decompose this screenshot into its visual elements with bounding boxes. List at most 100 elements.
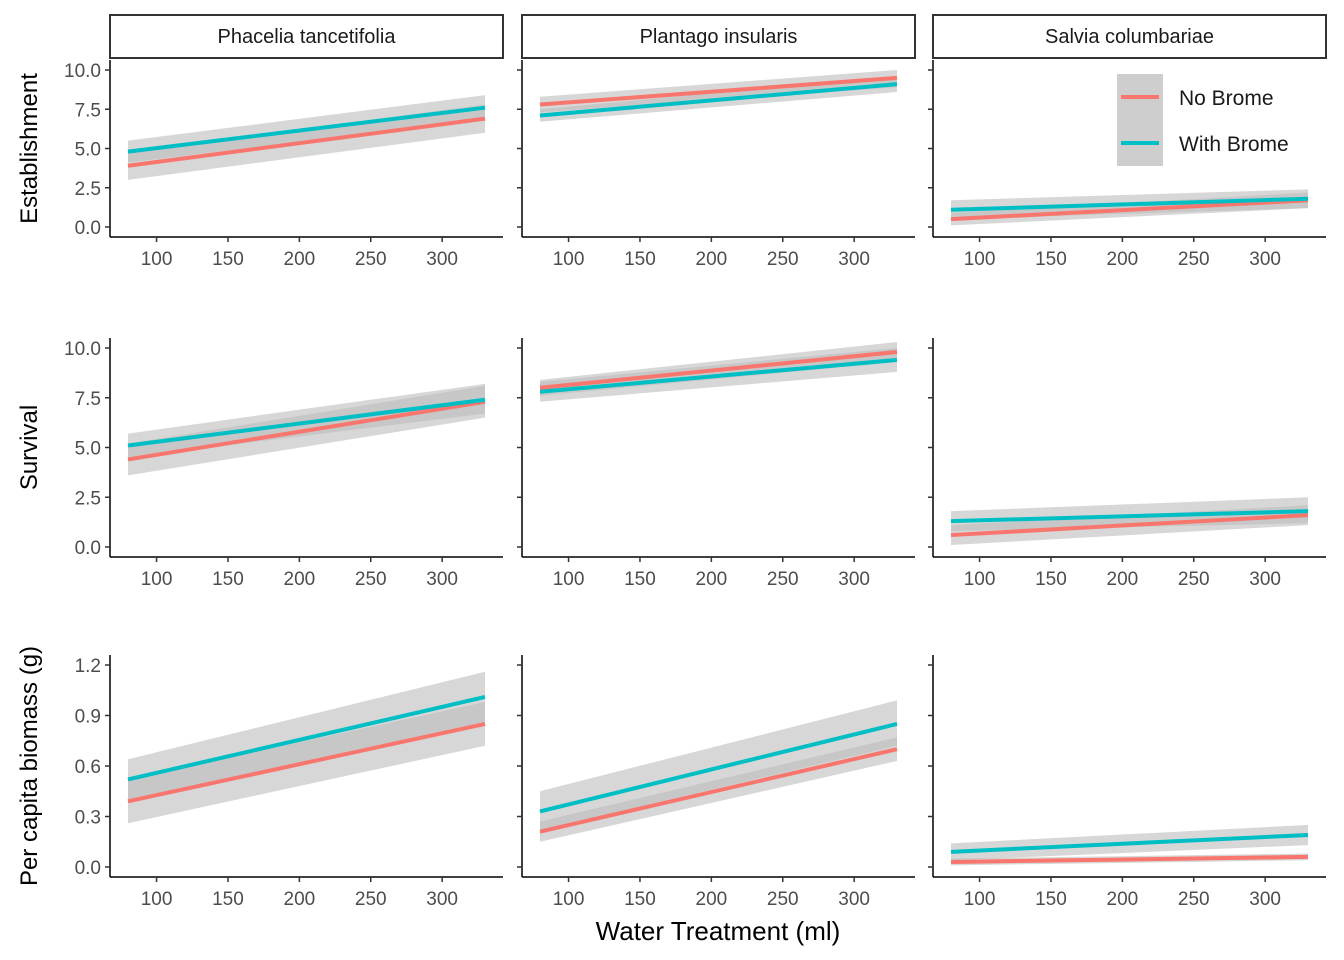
series-line xyxy=(127,721,486,804)
x-tick-label: 100 xyxy=(553,249,585,270)
facet-strip-label: Phacelia tancetifolia xyxy=(218,26,397,48)
facet-panel: 100 150 200 250 300 xyxy=(517,655,915,910)
series-line xyxy=(950,854,1309,864)
y-tick-label: 5.0 xyxy=(75,439,101,460)
x-tick-label: 150 xyxy=(1035,249,1067,270)
x-tick-label: 200 xyxy=(696,249,728,270)
x-tick-label: 300 xyxy=(426,569,458,590)
series-line xyxy=(127,116,486,168)
y-tick-label: 5.0 xyxy=(75,140,101,161)
x-tick-label: 300 xyxy=(838,569,870,590)
series-line xyxy=(950,198,1309,222)
facet-strip xyxy=(932,14,1327,59)
x-tick-label: 250 xyxy=(355,249,387,270)
x-tick-label: 150 xyxy=(212,249,244,270)
x-tick-label: 100 xyxy=(141,249,173,270)
x-tick-label: 200 xyxy=(284,889,316,910)
row-titles: Establishment Survival Per capita biomass … xyxy=(16,73,43,886)
x-tick-label: 100 xyxy=(141,569,173,590)
x-tick-label: 150 xyxy=(624,889,656,910)
y-tick-label: 7.5 xyxy=(75,389,101,410)
x-tick-label: 200 xyxy=(1107,889,1139,910)
facet-panel: 0.0 2.5 5.0 7.5 10.0 100 150 200 250 300 xyxy=(64,60,503,270)
x-tick-label: 300 xyxy=(1249,569,1281,590)
y-axis-title: Establishment xyxy=(16,73,43,224)
x-tick-label: 100 xyxy=(964,889,996,910)
legend-label: With Brome xyxy=(1179,133,1289,156)
x-tick-label: 300 xyxy=(1249,249,1281,270)
x-tick-label: 250 xyxy=(1178,249,1210,270)
facet-panel: 100 150 200 250 300 xyxy=(928,655,1326,910)
x-tick-label: 200 xyxy=(1107,249,1139,270)
x-tick-label: 150 xyxy=(1035,569,1067,590)
x-tick-label: 100 xyxy=(553,569,585,590)
facet-panel: 100 150 200 250 300 xyxy=(928,60,1326,270)
x-tick-label: 300 xyxy=(838,249,870,270)
y-axis-title: Per capita biomass (g) xyxy=(16,646,43,886)
facet-panel: 0.0 0.3 0.6 0.9 1.2 100 150 200 250 300 xyxy=(75,655,503,910)
x-tick-label: 150 xyxy=(212,569,244,590)
legend: No Brome With Brome xyxy=(1097,62,1316,178)
series-line xyxy=(539,721,898,814)
facet-strip xyxy=(109,14,504,59)
series-line xyxy=(539,747,898,834)
x-tick-label: 100 xyxy=(964,249,996,270)
confidence-band xyxy=(540,700,897,830)
facet-strip-label: Plantago insularis xyxy=(640,26,798,48)
series-line xyxy=(539,349,898,390)
x-tick-label: 250 xyxy=(767,889,799,910)
y-axis-title: Survival xyxy=(16,405,43,490)
y-tick-label: 0.3 xyxy=(75,808,101,829)
facet-panel: 100 150 200 250 300 xyxy=(928,338,1326,590)
x-tick-label: 300 xyxy=(426,249,458,270)
series-line xyxy=(127,397,486,448)
facet-strip-label: Salvia columbariae xyxy=(1045,26,1214,48)
y-tick-label: 0.0 xyxy=(75,858,101,879)
x-tick-label: 250 xyxy=(1178,569,1210,590)
facet-strips: Phacelia tancetifolia Plantago insularis S… xyxy=(109,14,1327,59)
x-tick-label: 250 xyxy=(767,569,799,590)
x-tick-label: 150 xyxy=(212,889,244,910)
series-line xyxy=(127,105,486,154)
x-tick-label: 150 xyxy=(1035,889,1067,910)
y-tick-label: 7.5 xyxy=(75,100,101,121)
series-line xyxy=(950,833,1309,854)
legend-label: No Brome xyxy=(1179,87,1274,110)
facet-panel: 100 150 200 250 300 xyxy=(517,60,915,270)
facet-strip xyxy=(521,14,916,59)
series-line xyxy=(127,399,486,462)
facet-panel: 0.0 2.5 5.0 7.5 10.0 100 150 200 250 300 xyxy=(64,338,503,590)
series-line xyxy=(539,82,898,118)
y-tick-label: 0.9 xyxy=(75,707,101,728)
x-tick-label: 250 xyxy=(767,249,799,270)
x-tick-label: 200 xyxy=(284,569,316,590)
x-tick-label: 200 xyxy=(696,889,728,910)
x-tick-label: 150 xyxy=(624,569,656,590)
x-tick-label: 200 xyxy=(696,569,728,590)
x-tick-label: 250 xyxy=(355,569,387,590)
series-line xyxy=(127,695,486,782)
y-tick-label: 0.0 xyxy=(75,538,101,559)
facet-panels: 0.0 2.5 5.0 7.5 10.0 100 150 200 250 300 100 150 200… xyxy=(64,60,1326,910)
x-tick-label: 150 xyxy=(624,249,656,270)
y-tick-label: 0.0 xyxy=(75,218,101,239)
series-line xyxy=(539,75,898,107)
x-tick-label: 300 xyxy=(426,889,458,910)
x-tick-label: 200 xyxy=(284,249,316,270)
series-line xyxy=(950,196,1309,212)
x-tick-label: 200 xyxy=(1107,569,1139,590)
y-tick-label: 10.0 xyxy=(64,339,101,360)
series-line xyxy=(539,357,898,394)
x-tick-label: 300 xyxy=(838,889,870,910)
x-axis-title: Water Treatment (ml) xyxy=(596,916,841,946)
x-tick-label: 250 xyxy=(355,889,387,910)
y-tick-label: 10.0 xyxy=(64,61,101,82)
y-tick-label: 2.5 xyxy=(75,488,101,509)
facet-panel: 100 150 200 250 300 xyxy=(517,338,915,590)
confidence-band xyxy=(128,671,485,800)
series-line xyxy=(950,513,1309,538)
y-tick-label: 2.5 xyxy=(75,179,101,200)
y-tick-label: 0.6 xyxy=(75,757,101,778)
y-tick-label: 1.2 xyxy=(75,656,101,677)
